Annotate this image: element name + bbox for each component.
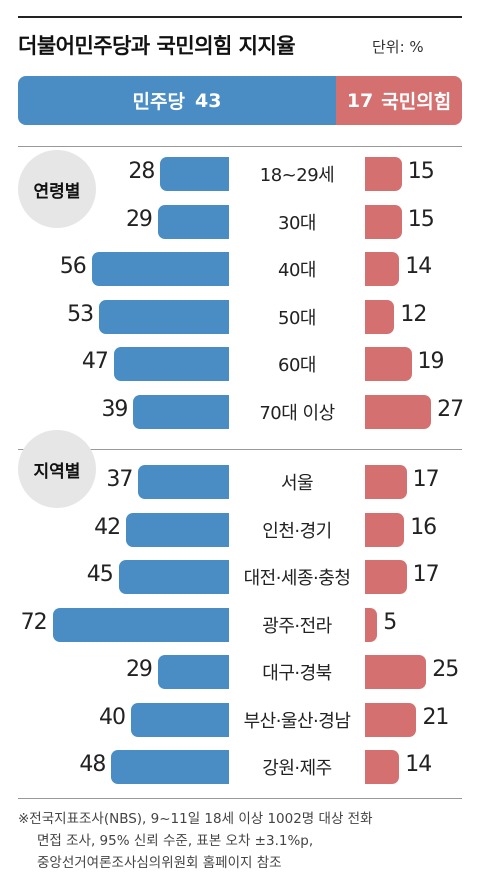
bar-ppp bbox=[365, 607, 378, 642]
category-label: 대전·세종·충청 bbox=[243, 568, 351, 589]
value-label-dem: 40 bbox=[99, 704, 126, 730]
value-label-ppp: 25 bbox=[432, 657, 459, 682]
bar-ppp bbox=[365, 750, 400, 784]
group-divider bbox=[18, 449, 462, 450]
bar-dem bbox=[99, 299, 229, 334]
bar-dem bbox=[113, 347, 229, 381]
chart-title: 더불어민주당과 국민의힘 지지율 bbox=[18, 34, 296, 58]
summary-ppp-label: 국민의힘 bbox=[381, 91, 452, 113]
bar-ppp bbox=[365, 299, 395, 334]
chart-row: 42 인천·경기 16 bbox=[0, 512, 480, 547]
value-label-dem: 56 bbox=[59, 254, 87, 279]
category-label: 서울 bbox=[280, 473, 314, 494]
bar-dem bbox=[138, 465, 229, 499]
category-label: 부산·울산·경남 bbox=[243, 710, 351, 732]
value-label-dem: 39 bbox=[101, 396, 128, 422]
chart-row: 28 18~29세 15 bbox=[0, 157, 480, 191]
value-label-dem: 29 bbox=[125, 657, 153, 682]
category-label: 강원·제주 bbox=[262, 758, 332, 779]
chart-row: 45 대전·세종·충청 17 bbox=[0, 560, 480, 594]
value-label-dem: 47 bbox=[81, 349, 109, 374]
bar-dem bbox=[111, 750, 229, 784]
group-divider bbox=[18, 146, 462, 147]
chart-row: 47 60대 19 bbox=[0, 347, 480, 381]
chart-row: 53 50대 12 bbox=[0, 299, 480, 334]
bar-ppp bbox=[365, 347, 412, 381]
footnote-line-1: ※전국지표조사(NBS), 9~11일 18세 이상 1002명 대상 전화 bbox=[18, 811, 373, 827]
bar-ppp bbox=[365, 560, 407, 594]
value-label-ppp: 17 bbox=[412, 562, 440, 587]
value-label-dem: 37 bbox=[106, 467, 133, 492]
bar-ppp bbox=[365, 204, 402, 239]
value-label-ppp: 14 bbox=[405, 254, 432, 279]
footnote: ※전국지표조사(NBS), 9~11일 18세 이상 1002명 대상 전화 면… bbox=[18, 808, 462, 874]
value-label-dem: 29 bbox=[125, 206, 153, 232]
value-label-ppp: 19 bbox=[417, 349, 445, 374]
category-label: 50대 bbox=[278, 307, 316, 329]
value-label-ppp: 5 bbox=[383, 609, 397, 635]
value-label-ppp: 12 bbox=[400, 301, 427, 327]
group-label: 지역별 bbox=[18, 430, 96, 508]
bar-dem bbox=[157, 204, 229, 239]
value-label-dem: 72 bbox=[20, 609, 48, 635]
bar-ppp bbox=[365, 465, 407, 499]
summary-ppp-value: 17 bbox=[346, 89, 374, 112]
value-label-ppp: 27 bbox=[437, 396, 464, 422]
category-label: 광주·전라 bbox=[262, 615, 332, 637]
chart-row: 72 광주·전라 5 bbox=[0, 607, 480, 642]
bar-dem bbox=[126, 512, 229, 547]
bar-dem bbox=[91, 252, 229, 286]
chart-row: 39 70대 이상 27 bbox=[0, 394, 480, 429]
value-label-dem: 45 bbox=[86, 562, 114, 587]
summary-dem-segment: 민주당 43 bbox=[18, 76, 336, 125]
chart-row: 37 서울 17 bbox=[0, 465, 480, 499]
category-label: 70대 이상 bbox=[259, 402, 335, 424]
summary-ppp-segment: 17 국민의힘 bbox=[336, 76, 462, 125]
bar-ppp bbox=[365, 394, 432, 429]
category-label: 대구·경북 bbox=[262, 663, 332, 684]
bar-dem bbox=[131, 702, 229, 737]
summary-bar: 민주당 43 17 국민의힘 bbox=[18, 76, 462, 125]
category-label: 18~29세 bbox=[259, 165, 335, 186]
chart-row: 29 30대 15 bbox=[0, 204, 480, 239]
bottom-divider bbox=[18, 798, 462, 799]
value-label-ppp: 15 bbox=[407, 159, 435, 184]
category-label: 60대 bbox=[278, 355, 316, 376]
value-label-ppp: 14 bbox=[405, 752, 432, 777]
chart-row: 29 대구·경북 25 bbox=[0, 655, 480, 689]
top-rule bbox=[18, 16, 462, 18]
bar-dem bbox=[160, 157, 229, 191]
category-label: 인천·경기 bbox=[262, 520, 332, 542]
value-label-ppp: 21 bbox=[422, 704, 449, 730]
bar-ppp bbox=[365, 157, 402, 191]
group-label: 연령별 bbox=[18, 150, 96, 228]
bar-dem bbox=[133, 394, 229, 429]
bar-dem bbox=[52, 607, 229, 642]
footnote-line-3: 중앙선거여론조사심의위원회 홈페이지 참조 bbox=[37, 855, 282, 871]
value-label-ppp: 16 bbox=[410, 514, 437, 540]
summary-dem-label: 민주당 bbox=[132, 91, 185, 113]
bar-dem bbox=[118, 560, 229, 594]
category-label: 40대 bbox=[278, 260, 316, 281]
value-label-dem: 42 bbox=[94, 514, 121, 540]
chart-row: 40 부산·울산·경남 21 bbox=[0, 702, 480, 737]
value-label-dem: 28 bbox=[128, 159, 155, 184]
category-label: 30대 bbox=[278, 212, 316, 234]
value-label-ppp: 17 bbox=[412, 467, 440, 492]
value-label-dem: 48 bbox=[79, 752, 106, 777]
chart-row: 48 강원·제주 14 bbox=[0, 750, 480, 784]
bar-dem bbox=[157, 655, 229, 689]
chart-row: 56 40대 14 bbox=[0, 252, 480, 286]
bar-ppp bbox=[365, 702, 417, 737]
summary-dem-value: 43 bbox=[195, 89, 222, 112]
footnote-line-2: 면접 조사, 95% 신뢰 수준, 표본 오차 ±3.1%p, bbox=[37, 833, 314, 849]
unit-label: 단위: % bbox=[372, 38, 424, 56]
bar-ppp bbox=[365, 252, 400, 286]
bar-ppp bbox=[365, 512, 405, 547]
bar-ppp bbox=[365, 655, 427, 689]
value-label-ppp: 15 bbox=[407, 206, 435, 232]
value-label-dem: 53 bbox=[67, 301, 94, 327]
